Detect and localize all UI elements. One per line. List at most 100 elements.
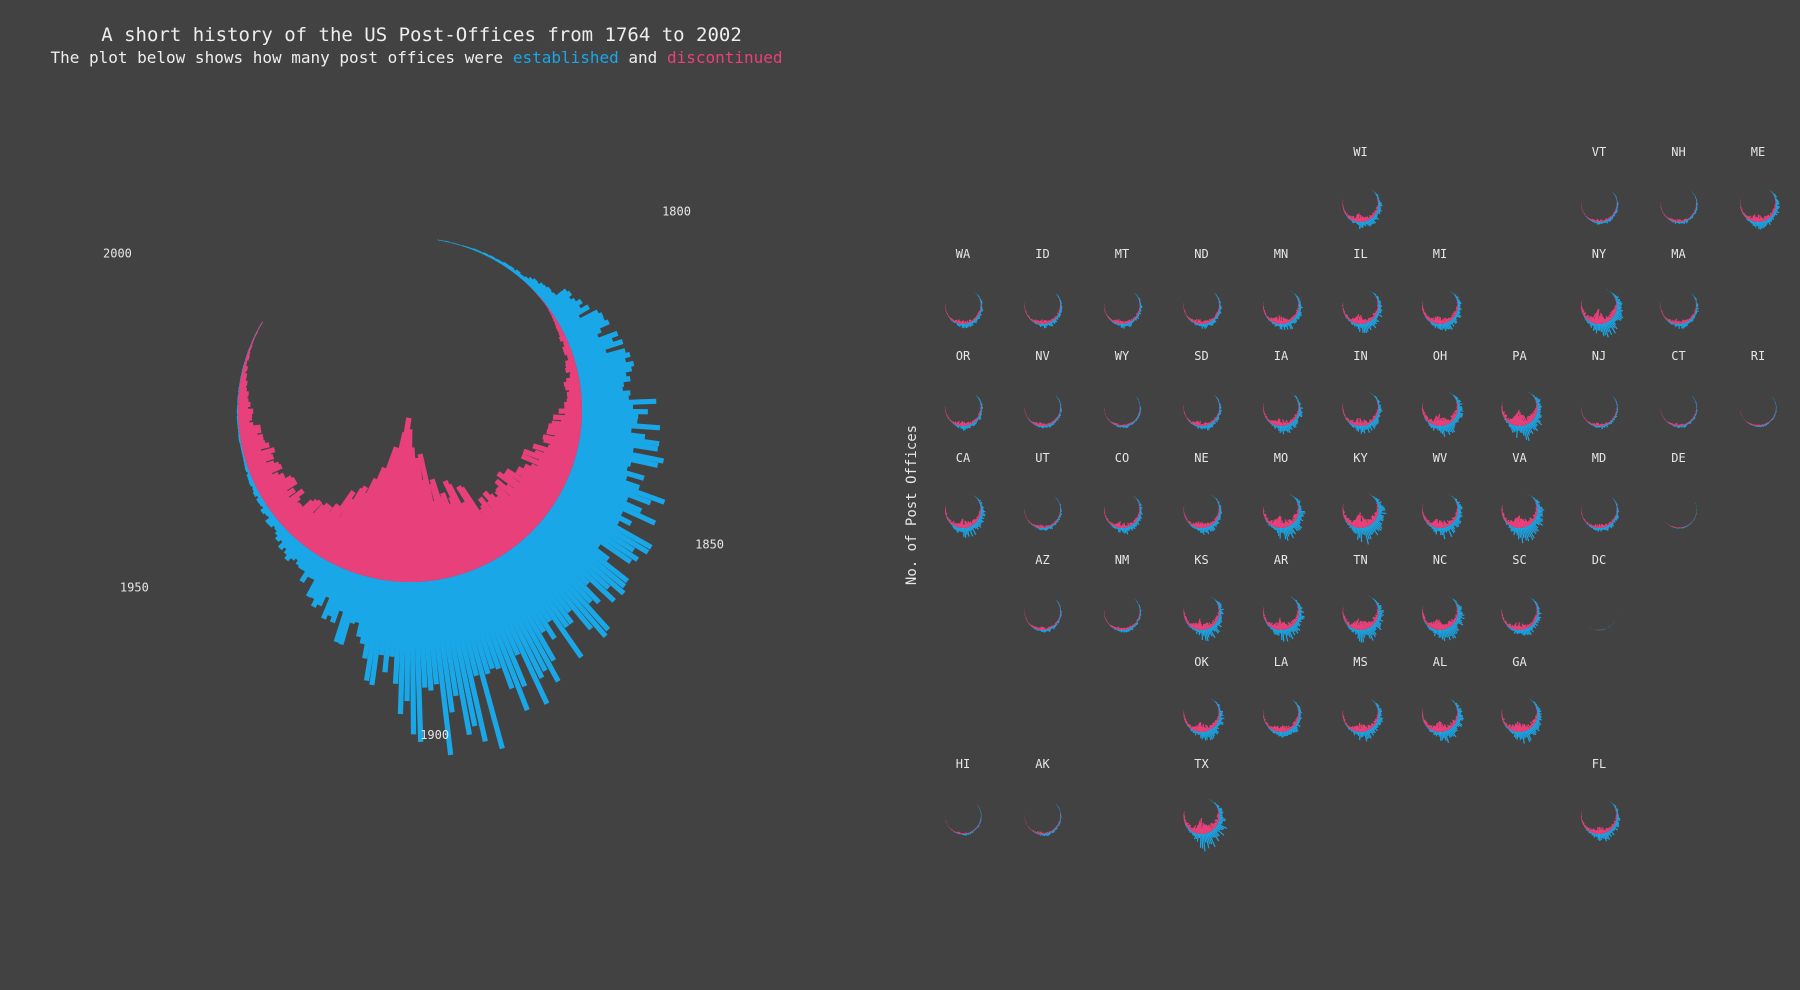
facet-bar-established <box>1507 523 1509 526</box>
facet-bar-established <box>1608 524 1613 529</box>
radial-bar-discontinued <box>242 365 249 372</box>
facet-bar-established <box>980 308 984 311</box>
facet-bar-established <box>1537 410 1542 413</box>
facet-bar-discontinued <box>1524 420 1528 425</box>
facet-bar-discontinued <box>1350 519 1355 526</box>
facet-bar-discontinued <box>953 422 955 424</box>
facet-bar-discontinued <box>1115 523 1118 528</box>
facet-bar-discontinued <box>1214 618 1218 622</box>
facet-bar-discontinued <box>1366 319 1369 323</box>
facet-bar-discontinued <box>1117 522 1120 528</box>
facet-bar-established <box>971 423 975 427</box>
radial-bar-discontinued <box>564 358 576 366</box>
facet-bar-discontinued <box>1353 217 1356 222</box>
facet-bar-established <box>1137 517 1141 520</box>
facet-bar-established <box>1376 500 1380 503</box>
facet-bar-discontinued <box>1291 419 1294 422</box>
facet-bar-established <box>1270 627 1273 630</box>
facet-bar-established <box>1453 419 1458 423</box>
facet-bar-established <box>1136 499 1139 501</box>
radial-bar-discontinued <box>271 488 305 516</box>
year-label: 1850 <box>695 537 724 551</box>
facet-bar-established <box>1606 423 1609 426</box>
facet-bar-established <box>1296 313 1302 317</box>
facet-bar-discontinued <box>1116 627 1119 630</box>
facet-bar-established <box>1533 520 1540 526</box>
facet-bar-discontinued <box>1116 423 1119 426</box>
radial-bar-discontinued <box>566 390 582 397</box>
facet-bar-established <box>1132 625 1135 628</box>
facet-bar-established <box>1525 526 1530 538</box>
facet-bar-discontinued <box>951 318 954 321</box>
facet-bar-discontinued <box>1354 315 1359 324</box>
facet-bar-discontinued <box>1204 422 1207 426</box>
facet-bar-established <box>1369 627 1376 638</box>
facet-bar-discontinued <box>1447 418 1451 424</box>
facet-bar-established <box>1131 320 1134 323</box>
radial-bar-established <box>579 371 627 385</box>
facet-bar-established <box>1457 301 1461 304</box>
facet-bar-discontinued <box>1372 617 1377 621</box>
facet-bar-discontinued <box>1375 616 1378 619</box>
facet-bar-discontinued <box>1363 217 1367 222</box>
facet-bar-established <box>1426 420 1428 422</box>
facet-bar-established <box>1372 216 1377 220</box>
facet-bar-discontinued <box>1502 413 1505 416</box>
facet-bar-discontinued <box>1361 521 1363 528</box>
facet-bar-established <box>1206 629 1210 638</box>
facet-bar-discontinued <box>1344 517 1348 520</box>
facet-bar-established <box>1297 413 1303 416</box>
facet-bar-discontinued <box>1184 617 1187 620</box>
radial-bar-established <box>578 437 634 453</box>
facet-bar-discontinued <box>1112 625 1115 628</box>
facet-bar-discontinued <box>1264 617 1267 620</box>
facet-bar-established <box>1450 421 1456 428</box>
facet-bar-discontinued <box>1526 420 1530 424</box>
facet-bar-established <box>1371 625 1376 632</box>
facet-bar-discontinued <box>1349 623 1354 628</box>
state-facet-de: DE <box>1663 451 1697 529</box>
facet-bar-discontinued <box>1283 317 1286 324</box>
facet-bar-established <box>1210 423 1214 428</box>
facet-bar-established <box>1371 421 1376 428</box>
facet-bar-discontinued <box>1609 420 1612 422</box>
facet-bar-established <box>968 526 974 537</box>
facet-bar-established <box>1524 425 1530 442</box>
facet-bar-established <box>1375 194 1378 196</box>
radial-bar-established <box>505 549 584 659</box>
facet-bar-discontinued <box>1210 319 1213 322</box>
facet-bar-discontinued <box>1214 316 1216 319</box>
radial-bar-discontinued <box>268 495 291 513</box>
facet-bar-discontinued <box>1354 514 1360 528</box>
facet-bar-discontinued <box>1292 316 1296 319</box>
facet-bar-established <box>1051 423 1054 426</box>
facet-bar-discontinued <box>1352 218 1355 221</box>
radial-bar-discontinued <box>494 488 538 530</box>
facet-bar-established <box>1377 298 1380 300</box>
facet-bar-established <box>1451 522 1455 527</box>
facet-bar-established <box>1374 497 1378 500</box>
facet-bar-discontinued <box>1583 314 1586 317</box>
state-facet-ne: NE <box>1183 451 1222 535</box>
facet-bar-discontinued <box>966 320 969 324</box>
facet-bar-discontinued <box>1611 311 1616 315</box>
facet-bar-established <box>976 521 982 526</box>
facet-bar-established <box>1612 521 1614 523</box>
facet-bar-established <box>1613 294 1615 296</box>
facet-bar-established <box>1372 522 1382 531</box>
state-label: MD <box>1592 451 1606 465</box>
facet-bar-discontinued <box>1351 421 1354 425</box>
facet-bar-discontinued <box>1504 519 1507 522</box>
facet-bar-discontinued <box>1454 516 1457 519</box>
facet-bar-established <box>1272 526 1275 529</box>
facet-bar-established <box>1369 219 1374 225</box>
facet-bar-established <box>1057 620 1060 623</box>
facet-bar-established <box>1136 520 1139 523</box>
radial-bar-established <box>572 462 641 491</box>
facet-bar-established <box>1529 524 1537 535</box>
facet-bar-established <box>1138 312 1142 315</box>
facet-bar-discontinued <box>1370 516 1376 521</box>
facet-bar-established <box>1349 627 1352 630</box>
facet-bar-established <box>1130 321 1133 324</box>
facet-bar-discontinued <box>1585 315 1590 320</box>
